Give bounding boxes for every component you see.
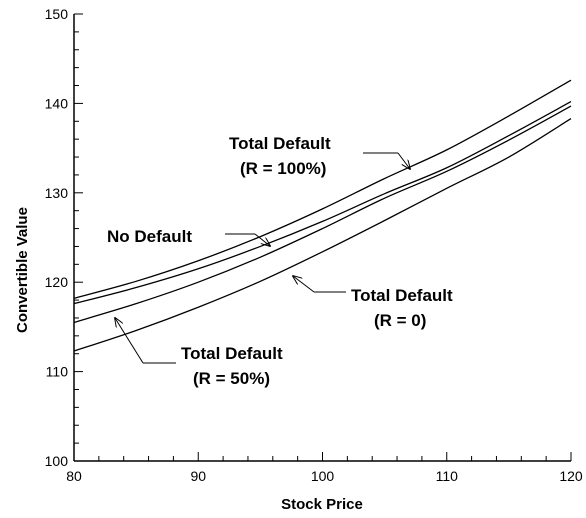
series-line-3: [73, 105, 572, 324]
x-axis-title: Stock Price: [281, 496, 363, 513]
axis-ticks: [73, 13, 572, 462]
y-tick-label: 120: [45, 274, 69, 290]
x-tick-label: 110: [436, 468, 459, 484]
annotation-line: Total Default: [181, 344, 283, 363]
y-axis-title: Convertible Value: [14, 207, 31, 333]
axis-tick-labels: 80 90 100 110 120 100 110 120 130 140 150: [45, 6, 583, 484]
annotation-total-default-50: Total Default (R = 50%): [115, 318, 283, 388]
annotation-line: Total Default: [351, 286, 453, 305]
annotation-arrow: [293, 276, 315, 293]
y-tick-label: 140: [45, 95, 69, 111]
annotation-line: Total Default: [229, 134, 331, 153]
annotation-line: No Default: [107, 227, 192, 246]
series-line-2: [73, 101, 572, 305]
y-tick-label: 110: [46, 364, 69, 380]
series-lines: [73, 79, 572, 352]
annotation-arrow: [254, 233, 270, 246]
y-tick-label: 130: [45, 185, 69, 201]
x-tick-label: 80: [66, 468, 82, 484]
x-tick-label: 90: [190, 468, 206, 484]
annotation-no-default: No Default: [107, 227, 270, 246]
annotation-arrow: [115, 318, 144, 364]
x-tick-label: 100: [311, 468, 335, 484]
annotation-total-default-0: Total Default (R = 0): [293, 276, 453, 330]
annotation-arrow: [397, 152, 410, 169]
y-tick-label: 150: [45, 6, 69, 22]
series-line-4: [73, 118, 572, 352]
annotation-line: (R = 100%): [240, 159, 326, 178]
annotation-line: (R = 50%): [193, 369, 270, 388]
y-tick-label: 100: [45, 453, 69, 469]
series-line-1: [73, 79, 572, 299]
annotation-total-default-100: Total Default (R = 100%): [229, 134, 410, 178]
annotation-line: (R = 0): [374, 311, 426, 330]
x-tick-label: 120: [559, 468, 583, 484]
